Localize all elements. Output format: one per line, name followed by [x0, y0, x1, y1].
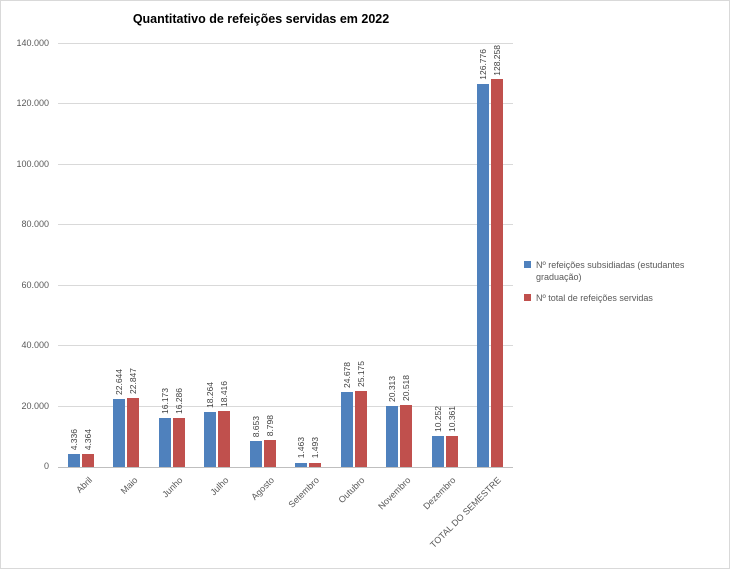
- bar-junho-s2: [172, 417, 185, 467]
- bar-novembro-s1: [386, 405, 399, 467]
- bar-value-label: 24.678: [341, 362, 352, 389]
- bar-value-label: 18.264: [205, 381, 216, 408]
- bar-value-label: 10.361: [446, 405, 457, 432]
- x-axis-label-agosto: Agosto: [248, 475, 276, 502]
- y-axis: 0 20.000 40.000 60.000 80.000 100.000 120.000 1…: [1, 1, 49, 568]
- y-axis-tick-label: 140.000: [16, 38, 49, 48]
- y-axis-tick-label: 80.000: [21, 219, 49, 230]
- bar-junho-s1: [158, 418, 171, 467]
- bar-value-label: 1.463: [296, 437, 307, 459]
- bar-julho-s1: [204, 411, 217, 467]
- bar-outubro-s2: [354, 390, 367, 467]
- bar-outubro-s1: [340, 392, 353, 467]
- bar-value-label: 8.798: [264, 415, 275, 437]
- bar-value-label: 20.313: [387, 375, 398, 402]
- bar-setembro-s1: [295, 462, 308, 467]
- bar-value-label: 126.776: [478, 49, 489, 80]
- bar-value-label: 128.258: [492, 44, 503, 76]
- x-axis-label-setembro: Setembro: [286, 475, 322, 510]
- legend-swatch-icon: [524, 294, 531, 301]
- bar-value-label: 18.416: [219, 381, 230, 408]
- bar-novembro-s2: [400, 405, 413, 467]
- bar-dezembro-s1: [431, 436, 444, 467]
- bar-value-label: 1.493: [310, 437, 321, 459]
- x-axis-label-novembro: Novembro: [375, 475, 413, 512]
- x-axis-label-outubro: Outubro: [336, 475, 367, 506]
- gridline: [58, 345, 513, 347]
- x-axis-label-maio: Maio: [118, 475, 140, 496]
- gridline: [58, 284, 513, 286]
- legend-swatch-icon: [524, 261, 531, 268]
- x-axis-label-dezembro: Dezembro: [421, 475, 458, 512]
- legend: Nº refeições subsidiadas (estudantes gra…: [524, 259, 721, 313]
- bar-total-do-semestre-s1: [477, 83, 490, 467]
- bar-abril-s1: [67, 453, 80, 467]
- bar-value-label: 22.847: [128, 367, 139, 394]
- bar-agosto-s2: [263, 440, 276, 467]
- bar-value-label: 8.653: [250, 415, 261, 437]
- x-axis-label-abril: Abril: [74, 475, 94, 495]
- bar-julho-s2: [218, 411, 231, 467]
- x-axis-label-junho: Junho: [160, 475, 185, 500]
- bar-value-label: 4.336: [68, 428, 79, 450]
- bar-dezembro-s2: [445, 435, 458, 467]
- y-axis-tick-label: 0: [43, 461, 49, 471]
- bar-value-label: 4.364: [82, 428, 93, 450]
- bar-value-label: 10.252: [432, 406, 443, 433]
- bar-abril-s2: [81, 453, 94, 467]
- y-axis-tick-label: 40.000: [21, 340, 49, 351]
- bar-total-do-semestre-s2: [491, 79, 504, 467]
- y-axis-tick-label: 100.000: [16, 158, 49, 169]
- bar-value-label: 22.644: [114, 368, 125, 395]
- bar-value-label: 25.175: [355, 360, 366, 387]
- legend-item: Nº total de refeições servidas: [524, 292, 721, 304]
- y-axis-tick-label: 120.000: [16, 98, 49, 109]
- gridline: [58, 163, 513, 165]
- legend-item: Nº refeições subsidiadas (estudantes gra…: [524, 259, 721, 283]
- y-axis-tick-label: 20.000: [21, 400, 49, 411]
- gridline: [58, 224, 513, 226]
- x-axis: Abril Maio Junho Julho Agosto Setembro Outubro…: [58, 468, 513, 568]
- y-axis-tick-label: 60.000: [21, 279, 49, 290]
- bar-agosto-s1: [249, 440, 262, 467]
- gridline: [58, 43, 513, 44]
- plot-area: 4.336 22.644 16.173 18.264 8.653 1.463 24.678 2…: [58, 43, 513, 468]
- bar-maio-s2: [127, 397, 140, 467]
- gridline: [58, 405, 513, 407]
- legend-label: Nº total de refeições servidas: [536, 293, 653, 303]
- bar-value-label: 16.286: [173, 387, 184, 414]
- bar-maio-s1: [113, 398, 126, 467]
- bar-setembro-s2: [309, 462, 322, 467]
- x-axis-label-julho: Julho: [208, 475, 231, 498]
- chart-title: Quantitativo de refeições servidas em 20…: [132, 12, 390, 26]
- legend-label: Nº refeições subsidiadas (estudantes gra…: [536, 260, 685, 282]
- bar-value-label: 16.173: [159, 388, 170, 415]
- bar-value-label: 20.518: [401, 375, 412, 402]
- gridline: [58, 103, 513, 105]
